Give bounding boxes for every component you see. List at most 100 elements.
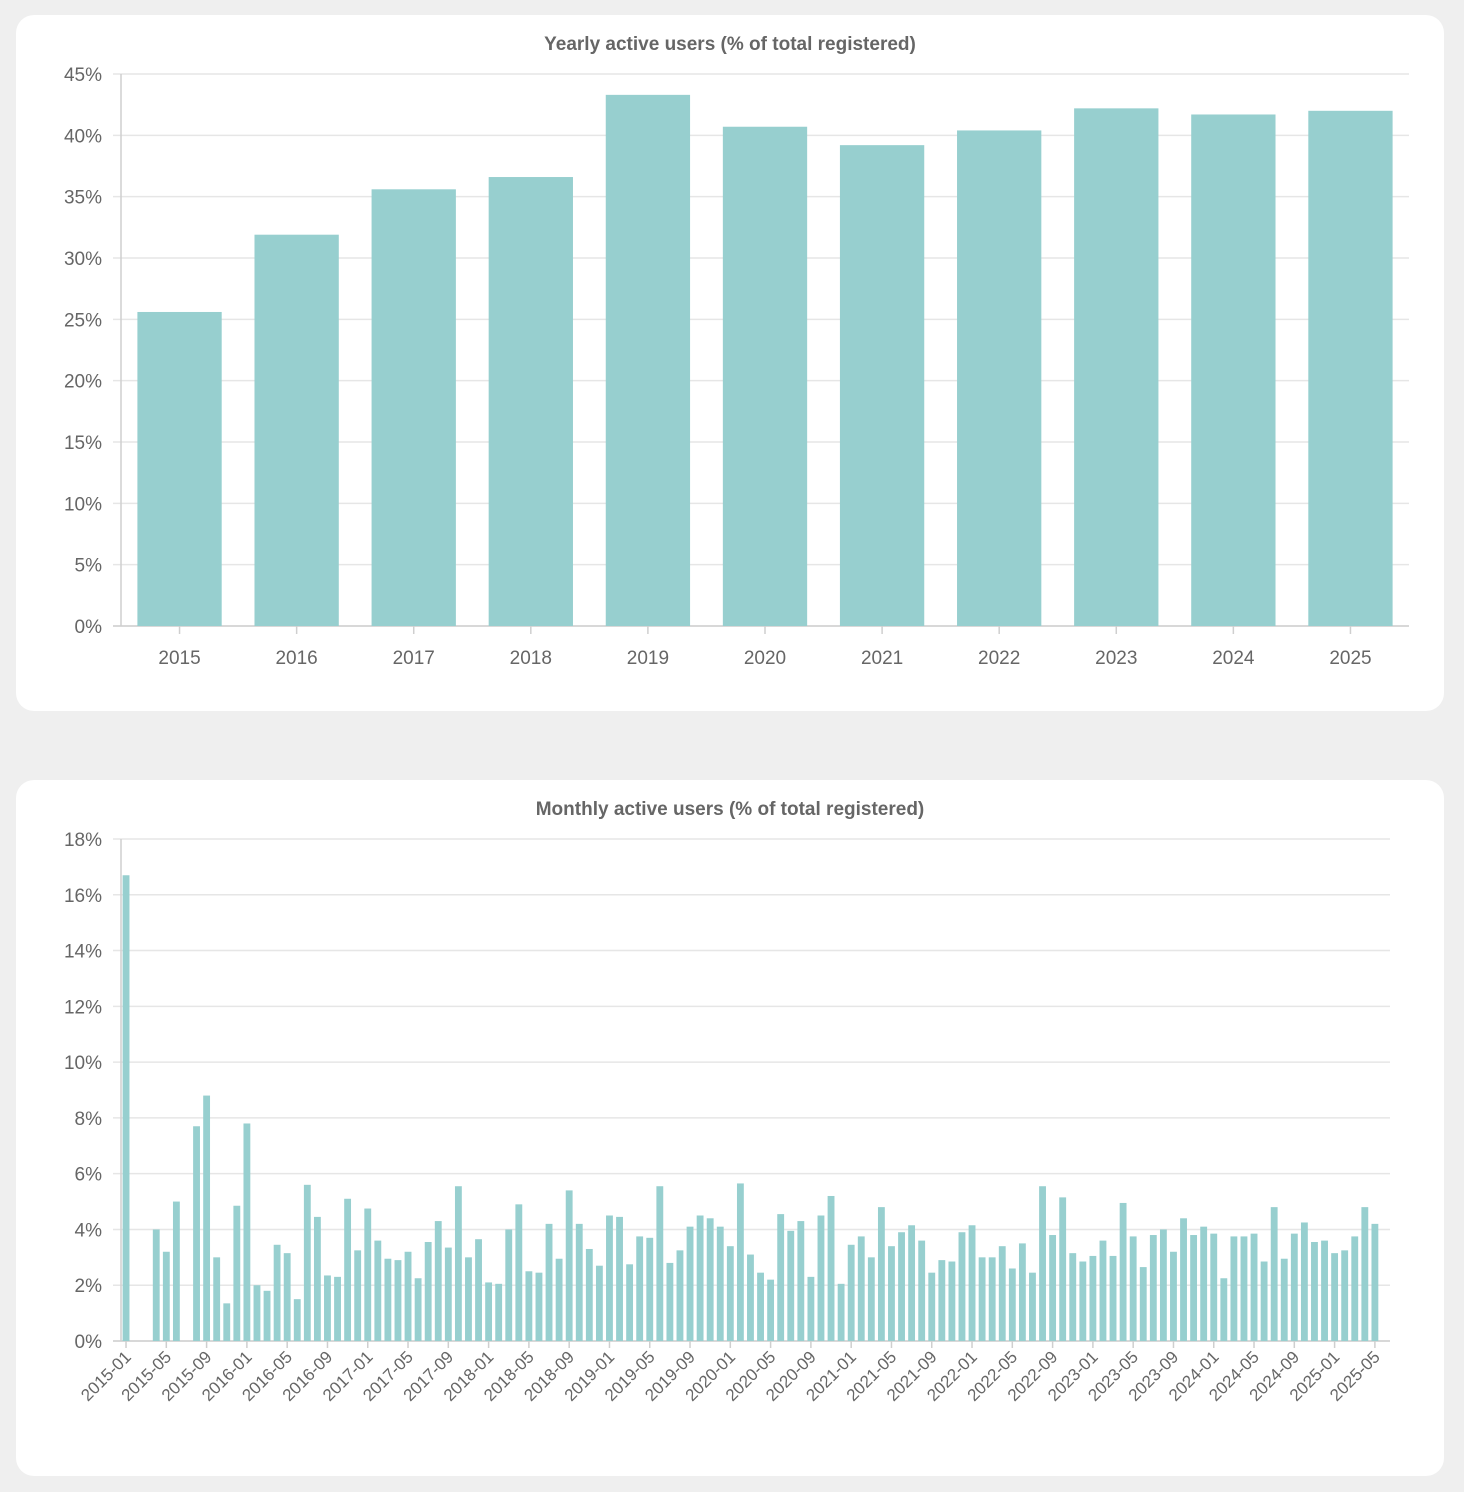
bar-2019-11 <box>706 1218 714 1341</box>
bar-2024-09 <box>1290 1233 1298 1341</box>
bar-2018-11 <box>585 1248 593 1341</box>
bar-2020 <box>722 126 808 626</box>
x-tick-label: 2021 <box>861 648 903 669</box>
bar-2024-07 <box>1270 1207 1278 1341</box>
bar-2023-05 <box>1129 1236 1137 1341</box>
bar-2017-06 <box>414 1278 422 1341</box>
y-tick-label: 12% <box>64 997 102 1018</box>
monthly-chart-card: Monthly active users (% of total registe… <box>16 780 1444 1476</box>
bar-2022-06 <box>1018 1243 1026 1341</box>
bar-2016-08 <box>313 1216 321 1341</box>
bar-2024-12 <box>1321 1240 1328 1341</box>
bar-2022-04 <box>998 1246 1006 1341</box>
x-tick-label: 2025 <box>1329 648 1371 669</box>
bar-2020-06 <box>777 1214 785 1341</box>
bar-2019-09 <box>686 1226 694 1341</box>
y-tick-label: 5% <box>75 556 103 577</box>
y-tick-label: 40% <box>64 126 102 147</box>
bar-2023-11 <box>1190 1235 1198 1341</box>
bar-2025 <box>1308 110 1393 627</box>
bar-2018-08 <box>555 1258 563 1341</box>
bar-2024-10 <box>1300 1222 1308 1341</box>
bar-2024-03 <box>1230 1236 1238 1341</box>
bar-2019 <box>605 94 691 626</box>
bar-2023-03 <box>1109 1255 1117 1341</box>
bar-2019-08 <box>676 1250 684 1341</box>
bar-2025-01 <box>1331 1253 1339 1341</box>
bar-2023 <box>1074 108 1159 626</box>
y-tick-label: 18% <box>64 830 102 851</box>
bar-2016-06 <box>293 1299 301 1341</box>
bar-2016-05 <box>283 1253 291 1341</box>
y-tick-label: 14% <box>64 942 102 963</box>
bar-2017-11 <box>465 1257 472 1341</box>
monthly-chart: 0%2%4%6%8%10%12%14%16%18%2015-012015-052… <box>64 830 1390 1405</box>
bar-2021-10 <box>938 1260 946 1341</box>
y-tick-label: 15% <box>64 433 102 454</box>
y-tick-label: 10% <box>64 1053 102 1074</box>
bar-2018-01 <box>485 1282 493 1341</box>
y-tick-label: 35% <box>64 188 102 209</box>
bar-2019-10 <box>696 1215 704 1341</box>
y-tick-label: 16% <box>64 886 102 907</box>
bar-2019-07 <box>666 1262 674 1341</box>
monthly-chart-title: Monthly active users (% of total registe… <box>535 799 925 820</box>
bar-2017-09 <box>444 1247 452 1341</box>
x-tick-label: 2017 <box>393 648 435 669</box>
yearly-chart: 0% 5% 10% 15% 20% 25% 30% 35% 40% 45% 2015 2016 2017… <box>64 65 1409 669</box>
bar-2022-07 <box>1029 1272 1036 1341</box>
bar-2017-01 <box>364 1208 372 1341</box>
x-tick-label: 2020 <box>744 648 786 669</box>
bar-2015 <box>137 311 222 626</box>
bar-2015-12 <box>233 1205 241 1341</box>
bar-2023-04 <box>1119 1202 1127 1341</box>
x-tick-label: 2019 <box>627 648 669 669</box>
x-tick-label: 2024 <box>1212 648 1255 669</box>
bar-2020-09 <box>807 1276 815 1341</box>
bar-2021-11 <box>948 1261 956 1341</box>
bar-2023-01 <box>1089 1255 1097 1341</box>
bar-2021-04 <box>877 1207 885 1341</box>
bar-2020-04 <box>757 1272 764 1341</box>
bar-2025-05 <box>1371 1223 1379 1341</box>
bar-2016-11 <box>344 1198 352 1341</box>
bar-2024-01 <box>1210 1233 1218 1341</box>
bar-2022-11 <box>1069 1253 1077 1341</box>
bar-2023-12 <box>1200 1226 1208 1341</box>
bar-2019-06 <box>656 1186 664 1341</box>
bar-2021-03 <box>867 1257 875 1341</box>
bar-2018-07 <box>545 1223 553 1341</box>
bar-2019-03 <box>626 1264 634 1341</box>
bar-2019-01 <box>606 1215 613 1341</box>
bar-2019-05 <box>646 1237 654 1341</box>
bar-2015-05 <box>162 1251 170 1341</box>
bar-2018-03 <box>505 1229 513 1341</box>
bar-2020-02 <box>736 1183 744 1341</box>
bar-2024-04 <box>1240 1236 1248 1341</box>
y-tick-label: 30% <box>64 249 102 270</box>
bar-2015-11 <box>223 1303 231 1341</box>
bar-2016-03 <box>263 1290 271 1341</box>
y-tick-label: 4% <box>75 1220 103 1241</box>
bar-2017-02 <box>374 1240 382 1341</box>
bar-2023-02 <box>1099 1240 1107 1341</box>
bar-2018-02 <box>495 1283 503 1341</box>
bar-2022-03 <box>988 1257 996 1341</box>
bar-2018-06 <box>535 1272 543 1341</box>
bar-2022-09 <box>1049 1235 1057 1341</box>
bar-2018-09 <box>565 1190 573 1341</box>
bar-2017 <box>371 189 456 626</box>
y-tick-label: 0% <box>75 617 103 638</box>
bar-2017-03 <box>384 1258 392 1341</box>
bar-2020-08 <box>797 1221 805 1341</box>
bar-2023-07 <box>1149 1235 1157 1341</box>
bar-2017-05 <box>404 1251 412 1341</box>
bar-2016-09 <box>324 1275 331 1341</box>
bar-2020-11 <box>827 1195 835 1341</box>
bar-2017-07 <box>424 1241 432 1341</box>
bar-2015-01 <box>122 875 130 1341</box>
bar-2015-06 <box>172 1201 180 1341</box>
bar-2025-02 <box>1341 1250 1349 1341</box>
bar-2023-09 <box>1170 1251 1177 1341</box>
bar-2016-02 <box>253 1285 261 1341</box>
